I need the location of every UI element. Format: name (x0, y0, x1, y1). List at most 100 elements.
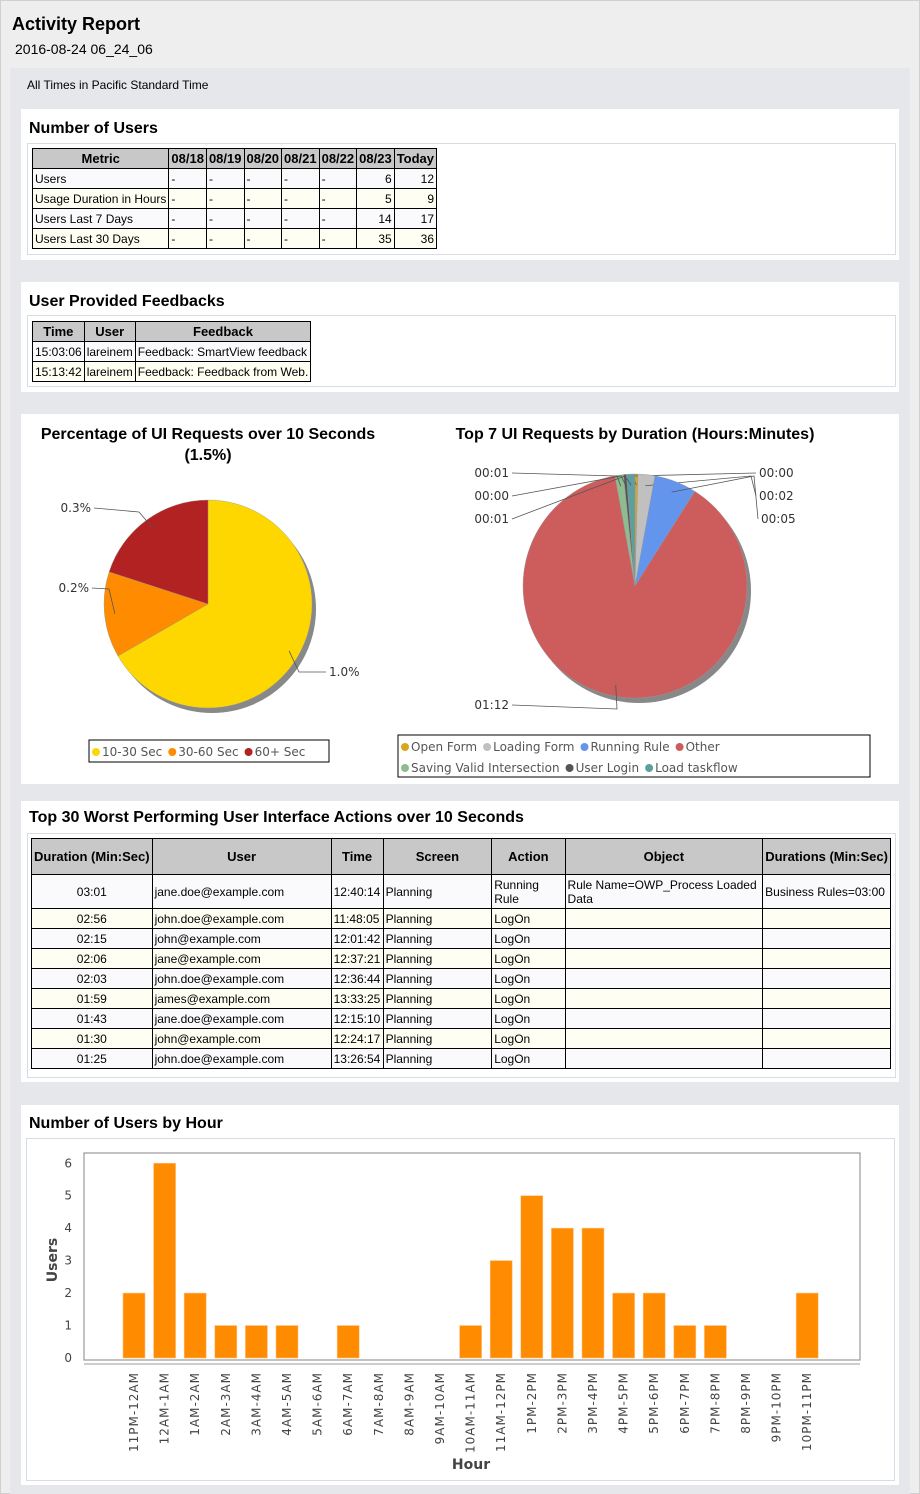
x-tick-label: 1AM-2AM (188, 1372, 202, 1436)
timezone-note: All Times in Pacific Standard Time (27, 78, 209, 92)
table-cell: 01:59 (31, 988, 153, 1009)
table-cell: Feedback: SmartView feedback (134, 341, 312, 362)
x-tick-label: 9AM-10AM (433, 1372, 447, 1444)
table-cell: Planning (382, 908, 493, 929)
header-row: Time User Feedback (32, 321, 312, 342)
table-cell: 12:40:14 (330, 874, 384, 909)
table-cell: Running Rule (491, 874, 566, 909)
leader-line (511, 472, 622, 487)
table-cell: 11:48:05 (330, 908, 384, 929)
slice-label: 1.0% (329, 665, 360, 679)
table-cell: 6 (356, 168, 395, 189)
column-header: Duration (Min:Sec) (31, 838, 153, 875)
bar (795, 1292, 819, 1359)
table-cell: - (281, 228, 320, 249)
table-cell: james@example.com (151, 988, 332, 1009)
legend-swatch (401, 764, 409, 772)
table-cell: - (168, 208, 207, 229)
table-cell: john@example.com (151, 1028, 332, 1049)
x-tick-label: 8PM-9PM (739, 1372, 753, 1434)
table-cell: 17 (393, 208, 438, 229)
column-header: Today (393, 148, 438, 169)
table-cell: LogOn (491, 1048, 566, 1069)
table-cell (564, 1048, 764, 1069)
legend-box (397, 734, 871, 778)
table-cell: - (243, 208, 283, 229)
table-cell: LogOn (491, 948, 566, 969)
leader-line (645, 475, 757, 497)
table-cell: john.doe@example.com (151, 968, 332, 989)
x-tick-label: 4AM-5AM (280, 1372, 294, 1436)
table-cell: john.doe@example.com (151, 1048, 332, 1069)
table-cell: - (168, 228, 207, 249)
table-cell (564, 1028, 764, 1049)
slice-label: 00:00 (474, 489, 509, 503)
table-cell (762, 968, 891, 989)
column-header: Action (491, 838, 566, 875)
report-timestamp: 2016-08-24 06_24_06 (15, 41, 153, 57)
table-cell: Users Last 7 Days (31, 208, 170, 229)
table-cell: 13:26:54 (330, 1048, 384, 1069)
table-cell: Users Last 30 Days (31, 228, 170, 249)
table-cell: LogOn (491, 1008, 566, 1029)
x-tick-label: 2AM-3AM (219, 1372, 233, 1436)
bar (489, 1260, 513, 1359)
table-row: 01:59 james@example.com 13:33:25 Planning Lo… (31, 988, 891, 1009)
table-cell: 36 (393, 228, 438, 249)
table-cell: LogOn (491, 968, 566, 989)
y-tick-label: 1 (64, 1319, 72, 1333)
table-cell: 12:15:10 (330, 1008, 384, 1029)
legend-label: 60+ Sec (255, 745, 306, 759)
table-cell: 02:06 (31, 948, 153, 969)
x-tick-label: 11PM-12AM (127, 1372, 141, 1452)
column-header: 08/21 (281, 148, 320, 169)
x-tick-label: 8AM-9AM (402, 1372, 416, 1436)
users-table: Metric 08/18 08/19 08/20 08/21 08/22 08/23 Toda… (31, 148, 438, 249)
table-cell: 02:15 (31, 928, 153, 949)
table-cell: 02:03 (31, 968, 153, 989)
table-cell: Planning (382, 948, 493, 969)
feedback-title: User Provided Feedbacks (29, 293, 225, 310)
legend-label: 10-30 Sec (102, 745, 162, 759)
bar (275, 1325, 299, 1359)
legend-box (88, 739, 330, 763)
pie-charts-card: Percentage of UI Requests over 10 Second… (21, 414, 899, 784)
table-cell (762, 908, 891, 929)
table-cell: jane.doe@example.com (151, 874, 332, 909)
table-cell (564, 1008, 764, 1029)
table-row: Usage Duration in Hours - - - - -5 9 (31, 188, 438, 209)
table-row: 03:01 jane.doe@example.com 12:40:14 Plannin… (31, 874, 891, 909)
x-tick-label: 12AM-1AM (158, 1372, 172, 1444)
table-cell: 5 (356, 188, 395, 209)
table-row: 02:15 john@example.com 12:01:42 Planning Log… (31, 928, 891, 949)
table-cell: 14 (356, 208, 395, 229)
legend-swatch (401, 743, 409, 751)
slice-label: 0.3% (61, 501, 92, 515)
x-tick-label: 6AM-7AM (341, 1372, 355, 1436)
table-cell: 12:37:21 (330, 948, 384, 969)
x-tick-label: 4PM-5PM (617, 1372, 631, 1434)
table-cell (564, 928, 764, 949)
legend-swatch (168, 748, 177, 756)
bar (245, 1325, 268, 1359)
y-tick-label: 6 (64, 1156, 72, 1170)
users-by-hour-card: 0 1 2 3 4 5 6 11PM-12AM 12AM-1AM 1AM-2AM 2AM-3AM 3A… (21, 1105, 899, 1485)
x-axis-title: Hour (452, 1457, 490, 1473)
table-cell: - (281, 168, 320, 189)
table-cell: - (168, 168, 207, 189)
x-tick-label: 3AM-4AM (249, 1372, 263, 1436)
table-cell: 12:01:42 (330, 928, 384, 949)
x-tick-label: 7AM-8AM (372, 1372, 386, 1436)
table-cell (762, 988, 891, 1009)
users-title: Number of Users (29, 120, 158, 137)
table-cell: - (318, 228, 358, 249)
table-row: 02:06 jane@example.com 12:37:21 Planning Log… (31, 948, 891, 969)
pie-charts: Percentage of UI Requests over 10 Second… (41, 426, 871, 778)
leader-line (93, 507, 154, 529)
table-cell: Users (31, 168, 170, 189)
bar (336, 1325, 360, 1359)
table-row: Users Last 7 Days - - - - -14 17 (31, 208, 438, 229)
table-cell: john.doe@example.com (151, 908, 332, 929)
table-cell: jane@example.com (151, 948, 332, 969)
table-cell: - (318, 168, 358, 189)
